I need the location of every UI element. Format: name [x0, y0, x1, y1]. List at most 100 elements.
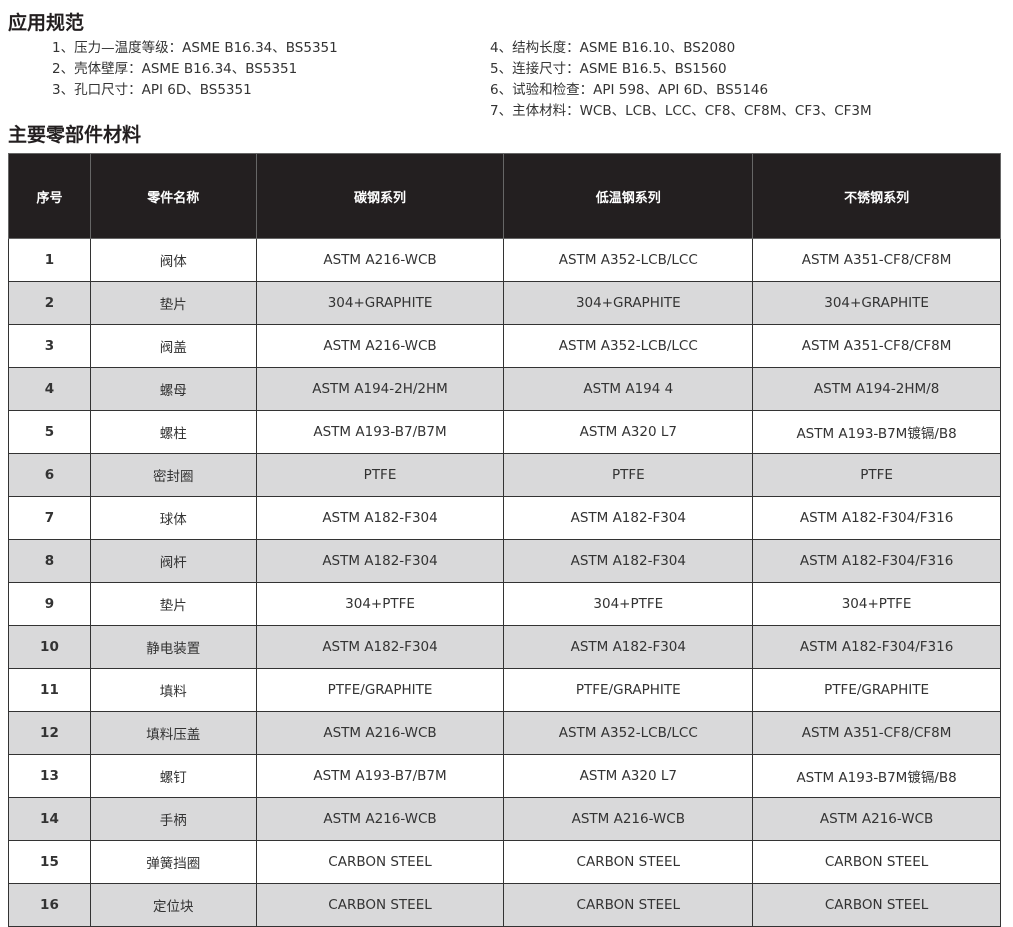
row-number-cell: 10 — [8, 625, 91, 669]
stainless-steel-cell: ASTM A194-2HM/8 — [752, 367, 1001, 411]
stainless-steel-cell: ASTM A351-CF8/CF8M — [752, 238, 1001, 282]
table-row: 2 垫片 304+GRAPHITE 304+GRAPHITE 304+GRAPHITE — [8, 281, 1001, 325]
low-temp-steel-cell: ASTM A216-WCB — [503, 797, 754, 841]
spec-item: 5、连接尺寸：ASME B16.5、BS1560 — [490, 61, 727, 77]
spec-item: 1、压力—温度等级：ASME B16.34、BS5351 — [52, 40, 338, 56]
header-cell: 序号 — [8, 153, 91, 239]
stainless-steel-cell: ASTM A351-CF8/CF8M — [752, 324, 1001, 368]
header-cell: 不锈钢系列 — [752, 153, 1001, 239]
row-number-cell: 4 — [8, 367, 91, 411]
part-name-cell: 定位块 — [89, 883, 257, 927]
materials-title: 主要零部件材料 — [8, 124, 142, 146]
stainless-steel-cell: CARBON STEEL — [752, 883, 1001, 927]
part-name-cell: 阀杆 — [89, 539, 257, 583]
part-name-cell: 螺母 — [89, 367, 257, 411]
carbon-steel-cell: ASTM A216-WCB — [255, 797, 505, 841]
low-temp-steel-cell: CARBON STEEL — [503, 883, 754, 927]
table-row: 13 螺钉 ASTM A193-B7/B7M ASTM A320 L7 ASTM A19… — [8, 754, 1001, 798]
stainless-steel-cell: PTFE — [752, 453, 1001, 497]
carbon-steel-cell: 304+PTFE — [255, 582, 505, 626]
stainless-steel-cell: PTFE/GRAPHITE — [752, 668, 1001, 712]
carbon-steel-cell: ASTM A193-B7/B7M — [255, 754, 505, 798]
row-number-cell: 12 — [8, 711, 91, 755]
row-number-cell: 9 — [8, 582, 91, 626]
part-name-cell: 螺钉 — [89, 754, 257, 798]
part-name-cell: 填料压盖 — [89, 711, 257, 755]
row-number-cell: 13 — [8, 754, 91, 798]
row-number-cell: 5 — [8, 410, 91, 454]
table-row: 14 手柄 ASTM A216-WCB ASTM A216-WCB ASTM A216-… — [8, 797, 1001, 841]
part-name-cell: 垫片 — [89, 582, 257, 626]
low-temp-steel-cell: ASTM A320 L7 — [503, 410, 754, 454]
row-number-cell: 1 — [8, 238, 91, 282]
stainless-steel-cell: 304+GRAPHITE — [752, 281, 1001, 325]
low-temp-steel-cell: CARBON STEEL — [503, 840, 754, 884]
table-row: 10 静电装置 ASTM A182-F304 ASTM A182-F304 ASTM A… — [8, 625, 1001, 669]
materials-table: 序号 零件名称 碳钢系列 低温钢系列 不锈钢系列 1 阀体 ASTM A216-WC… — [8, 153, 1001, 927]
spec-item: 4、结构长度：ASME B16.10、BS2080 — [490, 40, 736, 56]
low-temp-steel-cell: 304+PTFE — [503, 582, 754, 626]
carbon-steel-cell: 304+GRAPHITE — [255, 281, 505, 325]
carbon-steel-cell: CARBON STEEL — [255, 883, 505, 927]
table-row: 16 定位块 CARBON STEEL CARBON STEEL CARBON STEE… — [8, 883, 1001, 927]
spec-item: 2、壳体壁厚：ASME B16.34、BS5351 — [52, 61, 298, 77]
row-number-cell: 8 — [8, 539, 91, 583]
part-name-cell: 阀体 — [89, 238, 257, 282]
low-temp-steel-cell: ASTM A320 L7 — [503, 754, 754, 798]
low-temp-steel-cell: 304+GRAPHITE — [503, 281, 754, 325]
part-name-cell: 螺柱 — [89, 410, 257, 454]
part-name-cell: 静电装置 — [89, 625, 257, 669]
stainless-steel-cell: ASTM A216-WCB — [752, 797, 1001, 841]
carbon-steel-cell: ASTM A182-F304 — [255, 625, 505, 669]
carbon-steel-cell: ASTM A216-WCB — [255, 238, 505, 282]
row-number-cell: 3 — [8, 324, 91, 368]
part-name-cell: 填料 — [89, 668, 257, 712]
header-cell: 零件名称 — [89, 153, 257, 239]
low-temp-steel-cell: ASTM A352-LCB/LCC — [503, 238, 754, 282]
low-temp-steel-cell: PTFE — [503, 453, 754, 497]
row-number-cell: 15 — [8, 840, 91, 884]
row-number-cell: 11 — [8, 668, 91, 712]
row-number-cell: 14 — [8, 797, 91, 841]
table-row: 3 阀盖 ASTM A216-WCB ASTM A352-LCB/LCC ASTM A3… — [8, 324, 1001, 368]
table-row: 6 密封圈 PTFE PTFE PTFE — [8, 453, 1001, 497]
part-name-cell: 垫片 — [89, 281, 257, 325]
part-name-cell: 弹簧挡圈 — [89, 840, 257, 884]
spec-title: 应用规范 — [8, 12, 85, 34]
stainless-steel-cell: ASTM A182-F304/F316 — [752, 625, 1001, 669]
table-row: 1 阀体 ASTM A216-WCB ASTM A352-LCB/LCC ASTM A3… — [8, 238, 1001, 282]
table-row: 15 弹簧挡圈 CARBON STEEL CARBON STEEL CARBON STE… — [8, 840, 1001, 884]
spec-item: 7、主体材料：WCB、LCB、LCC、CF8、CF8M、CF3、CF3M — [490, 103, 872, 119]
stainless-steel-cell: ASTM A193-B7M镀镉/B8 — [752, 754, 1001, 798]
carbon-steel-cell: ASTM A182-F304 — [255, 539, 505, 583]
table-row: 8 阀杆 ASTM A182-F304 ASTM A182-F304 ASTM A182… — [8, 539, 1001, 583]
header-cell: 碳钢系列 — [255, 153, 505, 239]
low-temp-steel-cell: ASTM A352-LCB/LCC — [503, 711, 754, 755]
low-temp-steel-cell: ASTM A182-F304 — [503, 539, 754, 583]
table-row: 12 填料压盖 ASTM A216-WCB ASTM A352-LCB/LCC ASTM… — [8, 711, 1001, 755]
carbon-steel-cell: CARBON STEEL — [255, 840, 505, 884]
row-number-cell: 7 — [8, 496, 91, 540]
carbon-steel-cell: ASTM A216-WCB — [255, 711, 505, 755]
table-header: 序号 零件名称 碳钢系列 低温钢系列 不锈钢系列 — [8, 153, 1001, 239]
part-name-cell: 阀盖 — [89, 324, 257, 368]
part-name-cell: 手柄 — [89, 797, 257, 841]
row-number-cell: 2 — [8, 281, 91, 325]
stainless-steel-cell: ASTM A193-B7M镀镉/B8 — [752, 410, 1001, 454]
header-cell: 低温钢系列 — [503, 153, 754, 239]
row-number-cell: 6 — [8, 453, 91, 497]
table-row: 11 填料 PTFE/GRAPHITE PTFE/GRAPHITE PTFE/GRAPH… — [8, 668, 1001, 712]
table-row: 5 螺柱 ASTM A193-B7/B7M ASTM A320 L7 ASTM A193… — [8, 410, 1001, 454]
carbon-steel-cell: PTFE/GRAPHITE — [255, 668, 505, 712]
low-temp-steel-cell: ASTM A194 4 — [503, 367, 754, 411]
specs-left: 1、压力—温度等级：ASME B16.34、BS5351 2、壳体壁厚：ASME… — [52, 38, 338, 101]
part-name-cell: 球体 — [89, 496, 257, 540]
low-temp-steel-cell: ASTM A182-F304 — [503, 496, 754, 540]
carbon-steel-cell: ASTM A182-F304 — [255, 496, 505, 540]
table-row: 7 球体 ASTM A182-F304 ASTM A182-F304 ASTM A182… — [8, 496, 1001, 540]
part-name-cell: 密封圈 — [89, 453, 257, 497]
stainless-steel-cell: ASTM A182-F304/F316 — [752, 539, 1001, 583]
stainless-steel-cell: ASTM A182-F304/F316 — [752, 496, 1001, 540]
table-row: 9 垫片 304+PTFE 304+PTFE 304+PTFE — [8, 582, 1001, 626]
stainless-steel-cell: CARBON STEEL — [752, 840, 1001, 884]
